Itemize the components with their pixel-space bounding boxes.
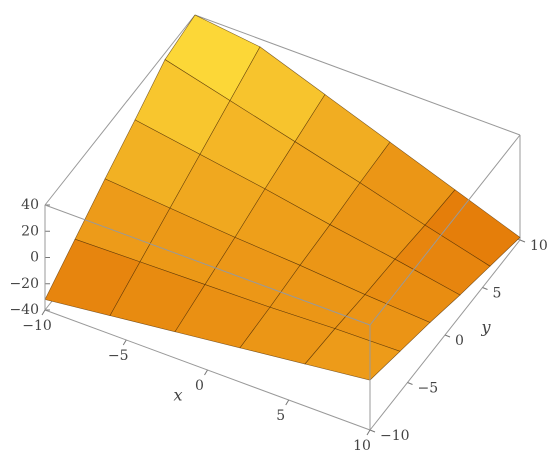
y-axis-label: y (480, 318, 491, 337)
x-tick (41, 309, 46, 316)
surface-patch (304, 328, 401, 381)
y-tick (482, 287, 488, 290)
y-tick (369, 429, 376, 433)
y-tick (519, 239, 526, 243)
z-tick-label: 0 (30, 250, 39, 266)
y-tick-label: −5 (418, 381, 439, 397)
y-tick-label: −10 (380, 428, 410, 444)
y-tick-label: 5 (493, 286, 502, 302)
z-tick-label: 20 (21, 223, 39, 239)
x-tick (285, 399, 290, 406)
box-edge (369, 134, 521, 326)
x-tick-label: 5 (276, 408, 285, 424)
box-edge (44, 14, 196, 206)
y-tick (444, 334, 451, 338)
y-tick (407, 382, 413, 385)
x-tick-label: −10 (22, 318, 52, 334)
x-tick-label: −5 (108, 348, 129, 364)
box-edge (44, 204, 371, 326)
y-tick-label: 10 (530, 238, 548, 254)
x-axis-label: x (173, 386, 182, 405)
x-tick (122, 339, 127, 346)
box-edge (194, 14, 521, 136)
x-tick (204, 369, 208, 376)
x-tick (366, 429, 371, 436)
z-tick-label: −20 (9, 276, 39, 292)
x-tick-label: 10 (353, 438, 371, 454)
x-tick-label: 0 (195, 378, 204, 394)
z-tick-label: −40 (9, 302, 39, 318)
y-tick-label: 0 (455, 333, 464, 349)
z-tick-label: 40 (21, 197, 39, 213)
